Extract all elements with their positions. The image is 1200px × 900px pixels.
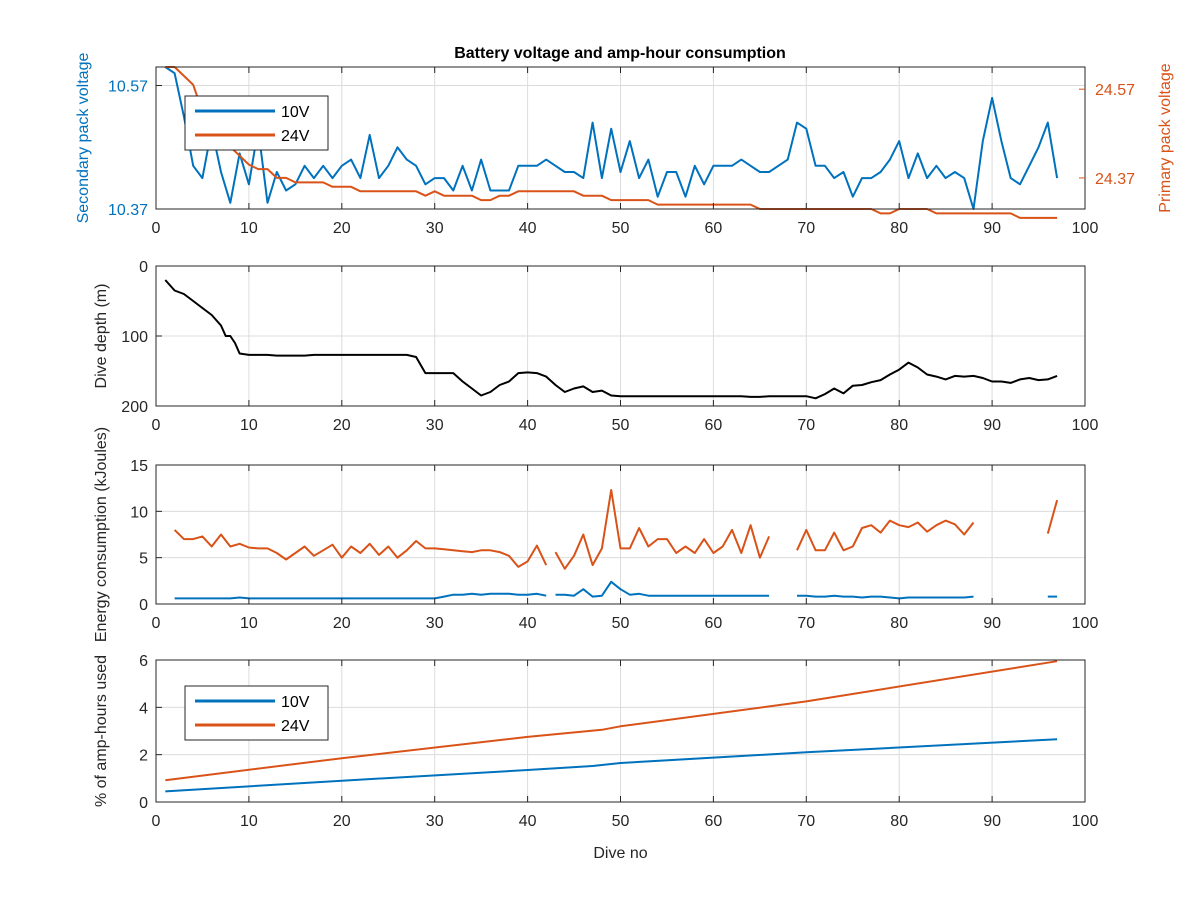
y-axis-label: Dive depth (m) [93, 284, 110, 389]
x-tick-label: 100 [1072, 615, 1099, 632]
x-tick-label: 20 [333, 615, 351, 632]
series-line-10v [174, 592, 547, 600]
y-tick-label: 15 [130, 458, 148, 475]
y-tick-label: 0 [139, 795, 148, 812]
legend-box [184, 685, 329, 741]
series-line-10v [797, 594, 974, 600]
y-tick-label: 100 [121, 329, 148, 346]
x-tick-label: 100 [1072, 220, 1099, 237]
x-tick-label: 80 [890, 813, 908, 830]
x-tick-label: 70 [797, 220, 815, 237]
x-tick-label: 40 [519, 417, 537, 434]
figure-title: Battery voltage and amp-hour consumption [454, 45, 786, 62]
x-tick-label: 40 [519, 813, 537, 830]
x-tick-label: 20 [333, 813, 351, 830]
series-line-24v [173, 529, 548, 568]
series-line-10v [165, 738, 1058, 793]
x-tick-label: 30 [426, 220, 444, 237]
y-right-tick-label: 24.57 [1095, 82, 1135, 99]
y-tick-label: 2 [139, 748, 148, 765]
x-tick-label: 30 [426, 813, 444, 830]
x-tick-label: 70 [797, 615, 815, 632]
y-tick-label: 0 [139, 597, 148, 614]
dive-depth-panel: 0 10 20 30 40 50 60 70 80 90 100 0 100 200 Dive depth … [93, 259, 1098, 434]
y-tick-label: 5 [139, 551, 148, 568]
x-tick-label: 10 [240, 813, 258, 830]
x-tick-label: 100 [1072, 813, 1099, 830]
legend-label-10v: 10V [281, 694, 310, 711]
series-line-10v [164, 66, 1059, 210]
legend-box [184, 95, 329, 151]
series-line-depth [164, 279, 1058, 400]
x-tick-label: 20 [333, 417, 351, 434]
x-tick-label: 0 [152, 220, 161, 237]
legend-label-10v: 10V [281, 104, 310, 121]
x-tick-label: 40 [519, 220, 537, 237]
x-tick-label: 0 [152, 813, 161, 830]
x-tick-label: 30 [426, 417, 444, 434]
y-tick-label: 0 [139, 259, 148, 276]
x-tick-label: 10 [240, 220, 258, 237]
legend-label-24v: 24V [281, 718, 310, 735]
x-tick-label: 30 [426, 615, 444, 632]
y-tick-label: 200 [121, 399, 148, 416]
x-tick-label: 50 [612, 220, 630, 237]
y-tick-label: 10.37 [108, 202, 148, 219]
x-tick-label: 90 [983, 417, 1001, 434]
y-axis-label: Energy consumption (kJoules) [93, 427, 110, 642]
x-axis-label: Dive no [593, 845, 647, 862]
voltage-panel: 0 10 20 30 40 50 60 70 80 90 100 10.37 10.57 24.37 24.… [75, 53, 1174, 237]
x-tick-label: 70 [797, 813, 815, 830]
y-right-tick-label: 24.37 [1095, 171, 1135, 188]
x-tick-label: 50 [612, 615, 630, 632]
x-tick-label: 50 [612, 417, 630, 434]
series-line-24v [796, 519, 975, 552]
x-tick-label: 60 [705, 417, 723, 434]
x-tick-label: 20 [333, 220, 351, 237]
y-tick-label: 10 [130, 504, 148, 521]
series-line-10v [555, 580, 770, 598]
x-tick-label: 50 [612, 813, 630, 830]
energy-consumption-panel: 0 10 20 30 40 50 60 70 80 90 100 0 5 10 15 Energy consu… [93, 427, 1098, 642]
y-axis-label: Secondary pack voltage [75, 53, 92, 224]
y-axis-label: % of amp-hours used [93, 655, 110, 807]
x-tick-label: 40 [519, 615, 537, 632]
x-tick-label: 90 [983, 220, 1001, 237]
series-line-24v [165, 660, 1058, 782]
x-tick-label: 80 [890, 417, 908, 434]
y-tick-label: 4 [139, 700, 148, 717]
x-tick-label: 90 [983, 615, 1001, 632]
x-tick-label: 60 [705, 615, 723, 632]
amp-hours-panel: 0 10 20 30 40 50 60 70 80 90 100 0 2 4 6 % of amp-hours… [93, 653, 1098, 862]
y-tick-label: 6 [139, 653, 148, 670]
x-tick-label: 10 [240, 417, 258, 434]
x-tick-label: 0 [152, 615, 161, 632]
x-tick-label: 10 [240, 615, 258, 632]
x-tick-label: 60 [705, 220, 723, 237]
y-right-axis-label: Primary pack voltage [1157, 63, 1174, 212]
x-tick-label: 90 [983, 813, 1001, 830]
x-tick-label: 60 [705, 813, 723, 830]
series-line-24v [1046, 499, 1059, 534]
x-tick-label: 100 [1072, 417, 1099, 434]
x-tick-label: 70 [797, 417, 815, 434]
x-tick-label: 80 [890, 220, 908, 237]
x-tick-label: 0 [152, 417, 161, 434]
x-tick-label: 80 [890, 615, 908, 632]
legend-label-24v: 24V [281, 128, 310, 145]
series-line-24v [554, 489, 771, 570]
y-tick-label: 10.57 [108, 79, 148, 96]
